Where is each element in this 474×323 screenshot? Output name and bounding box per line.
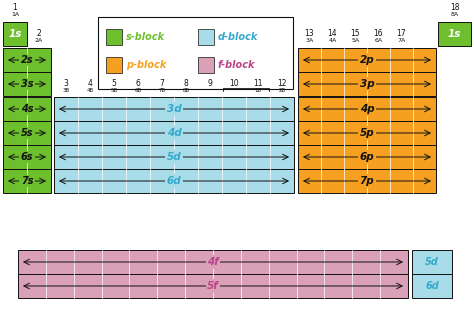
Text: 1s: 1s xyxy=(9,29,22,39)
Text: 11: 11 xyxy=(253,78,263,88)
Text: 17: 17 xyxy=(397,29,406,38)
Text: 4s: 4s xyxy=(21,104,33,114)
Text: 4: 4 xyxy=(88,78,92,88)
Bar xyxy=(438,22,471,46)
Text: 7: 7 xyxy=(160,78,164,88)
Text: 2s: 2s xyxy=(21,55,33,65)
Bar xyxy=(3,121,51,145)
Text: 1A: 1A xyxy=(11,13,19,17)
Text: 2B: 2B xyxy=(278,88,285,92)
Text: 3A: 3A xyxy=(305,38,314,44)
Bar xyxy=(3,97,51,121)
Text: 5f: 5f xyxy=(207,281,219,291)
Text: p-block: p-block xyxy=(126,60,166,70)
Text: 6d: 6d xyxy=(425,281,439,291)
Text: 14: 14 xyxy=(328,29,337,38)
Bar xyxy=(298,72,436,96)
Text: 2p: 2p xyxy=(360,55,374,65)
Bar xyxy=(18,274,408,298)
Text: 8B: 8B xyxy=(182,88,190,92)
Text: 16: 16 xyxy=(374,29,383,38)
Text: 5d: 5d xyxy=(167,152,182,162)
Text: 15: 15 xyxy=(351,29,360,38)
Bar xyxy=(106,57,122,73)
Text: 4A: 4A xyxy=(328,38,337,44)
Text: f-block: f-block xyxy=(218,60,255,70)
Text: 6A: 6A xyxy=(374,38,383,44)
Text: 1: 1 xyxy=(13,4,18,13)
Bar xyxy=(298,145,436,169)
Text: 5p: 5p xyxy=(360,128,374,138)
Text: 13: 13 xyxy=(305,29,314,38)
Text: 1s: 1s xyxy=(448,29,461,39)
Text: 8: 8 xyxy=(183,78,188,88)
Text: 4d: 4d xyxy=(167,128,182,138)
Text: 6p: 6p xyxy=(360,152,374,162)
Text: 2: 2 xyxy=(36,29,41,38)
Text: 3B: 3B xyxy=(63,88,70,92)
Bar xyxy=(198,29,214,45)
Text: 3p: 3p xyxy=(360,79,374,89)
Text: 5: 5 xyxy=(111,78,117,88)
Text: 5B: 5B xyxy=(110,88,118,92)
Bar xyxy=(412,274,452,298)
Bar xyxy=(412,250,452,274)
Text: 7p: 7p xyxy=(360,176,374,186)
Bar xyxy=(3,72,51,96)
Text: 4B: 4B xyxy=(86,88,93,92)
Text: 6d: 6d xyxy=(167,176,182,186)
Text: 3: 3 xyxy=(64,78,68,88)
Bar xyxy=(54,121,294,145)
Bar xyxy=(54,97,294,121)
Bar xyxy=(3,145,51,169)
Text: 12: 12 xyxy=(277,78,287,88)
Text: 4p: 4p xyxy=(360,104,374,114)
Text: 6B: 6B xyxy=(135,88,142,92)
Bar xyxy=(198,57,214,73)
Text: 7s: 7s xyxy=(21,176,33,186)
Text: 7A: 7A xyxy=(397,38,406,44)
Bar xyxy=(298,97,436,121)
Text: 18: 18 xyxy=(450,4,459,13)
Text: 5A: 5A xyxy=(351,38,360,44)
Bar xyxy=(298,48,436,72)
Bar xyxy=(18,250,408,274)
Text: 5d: 5d xyxy=(425,257,439,267)
Text: 2A: 2A xyxy=(35,38,43,44)
Text: 10: 10 xyxy=(229,78,239,88)
Text: 3s: 3s xyxy=(21,79,33,89)
Text: 8A: 8A xyxy=(450,13,458,17)
Bar xyxy=(3,48,51,72)
Text: 1B: 1B xyxy=(255,88,262,92)
Bar xyxy=(54,169,294,193)
Text: 5s: 5s xyxy=(21,128,33,138)
Bar xyxy=(3,169,51,193)
Text: s-block: s-block xyxy=(126,32,165,42)
Text: 4f: 4f xyxy=(207,257,219,267)
Text: 6s: 6s xyxy=(21,152,33,162)
Bar xyxy=(98,17,293,89)
Bar xyxy=(298,169,436,193)
Bar xyxy=(54,145,294,169)
Bar xyxy=(298,121,436,145)
Bar xyxy=(106,29,122,45)
Text: 9: 9 xyxy=(208,78,212,88)
Bar xyxy=(3,22,27,46)
Text: 6: 6 xyxy=(136,78,140,88)
Text: 7B: 7B xyxy=(158,88,165,92)
Text: 3d: 3d xyxy=(167,104,182,114)
Text: d-block: d-block xyxy=(218,32,258,42)
